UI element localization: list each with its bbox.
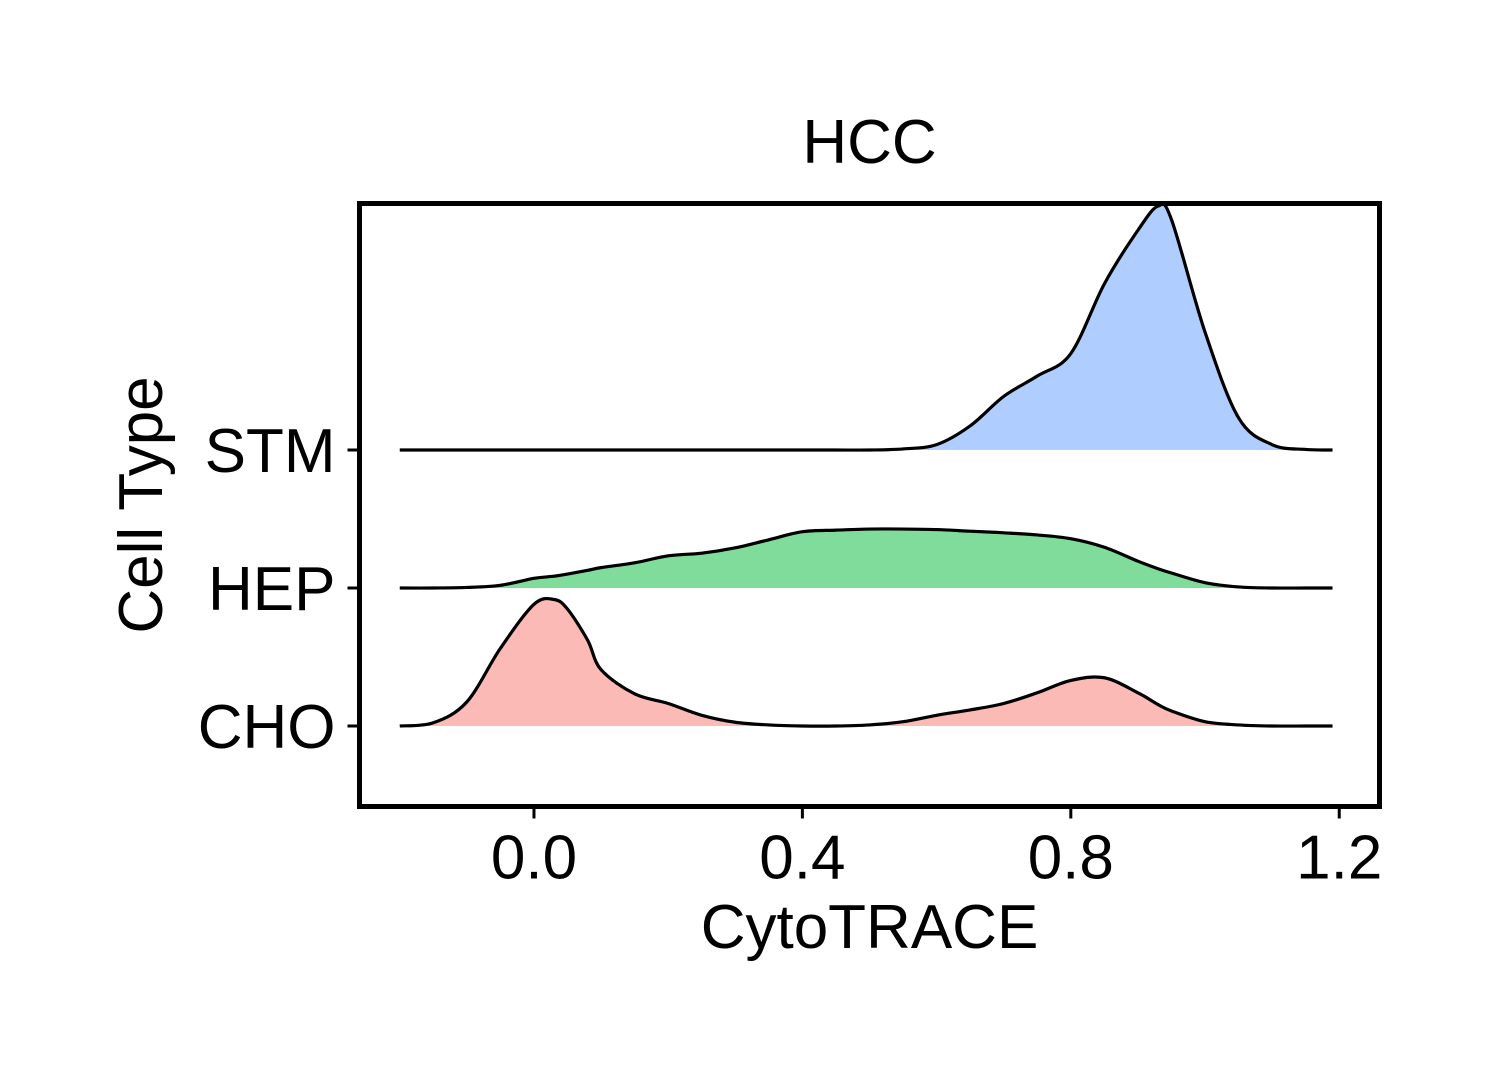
- y-tick-label-cho: CHO: [198, 693, 336, 762]
- x-axis-label: CytoTRACE: [701, 893, 1039, 962]
- ridge-line-cho: [399, 596, 1333, 728]
- y-axis-label: Cell Type: [107, 376, 176, 633]
- x-tick-label-1: 0.4: [759, 824, 845, 893]
- ridge-fill-hep: [399, 528, 1333, 589]
- x-tick-label-3: 1.2: [1296, 824, 1382, 893]
- ridge-fill-stm: [399, 204, 1333, 451]
- x-axis-ticks: 0.0 0.4 0.8 1.2: [491, 806, 1382, 893]
- plot-panel-border: [357, 201, 1382, 809]
- y-axis-ticks: CHO HEP STM: [198, 417, 360, 762]
- y-tick-label-hep: HEP: [208, 555, 335, 624]
- ridges-layer: [399, 202, 1333, 728]
- x-tick-label-2: 0.8: [1028, 824, 1114, 893]
- y-tick-label-stm: STM: [205, 417, 336, 486]
- x-tick-label-0: 0.0: [491, 824, 577, 893]
- chart-title: HCC: [802, 108, 936, 177]
- ridge-line-hep: [399, 527, 1333, 590]
- ridge-fill-cho: [399, 598, 1333, 727]
- ridge-line-stm: [399, 202, 1333, 452]
